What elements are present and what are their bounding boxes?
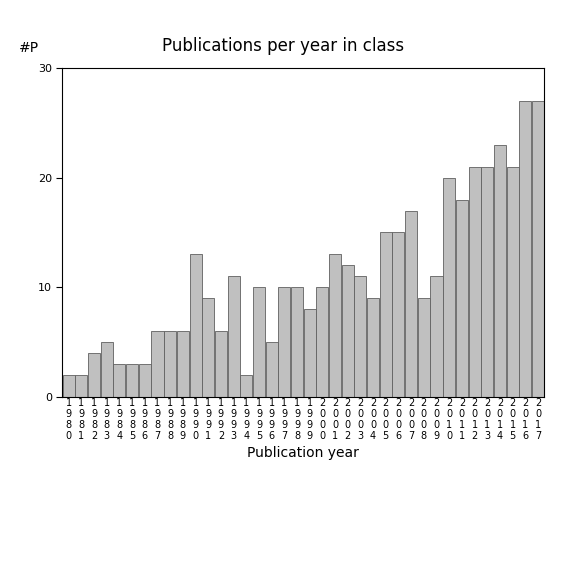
Bar <box>215 331 227 397</box>
Bar <box>329 255 341 397</box>
Bar <box>392 232 404 397</box>
Bar <box>380 232 392 397</box>
Bar <box>519 101 531 397</box>
Bar <box>164 331 176 397</box>
Text: Publications per year in class: Publications per year in class <box>162 37 405 55</box>
Bar <box>227 276 240 397</box>
Bar <box>342 265 354 397</box>
Bar <box>506 167 519 397</box>
Bar <box>126 364 138 397</box>
Bar <box>468 167 481 397</box>
Bar <box>202 298 214 397</box>
Bar <box>430 276 442 397</box>
Bar <box>481 167 493 397</box>
Bar <box>139 364 151 397</box>
Bar <box>88 353 100 397</box>
Bar <box>278 287 290 397</box>
Bar <box>177 331 189 397</box>
Bar <box>418 298 430 397</box>
Bar <box>291 287 303 397</box>
Text: #P: #P <box>19 41 39 55</box>
Bar <box>316 287 328 397</box>
Bar <box>253 287 265 397</box>
Bar <box>304 309 316 397</box>
Bar <box>443 177 455 397</box>
Bar <box>189 255 201 397</box>
Bar <box>63 375 75 397</box>
Bar <box>405 210 417 397</box>
Bar <box>265 342 278 397</box>
Bar <box>240 375 252 397</box>
Bar <box>75 375 87 397</box>
Bar <box>101 342 113 397</box>
Bar <box>151 331 163 397</box>
Bar <box>367 298 379 397</box>
Bar <box>354 276 366 397</box>
Bar <box>494 145 506 397</box>
Bar <box>532 101 544 397</box>
Bar <box>456 200 468 397</box>
X-axis label: Publication year: Publication year <box>247 446 359 460</box>
Bar <box>113 364 125 397</box>
